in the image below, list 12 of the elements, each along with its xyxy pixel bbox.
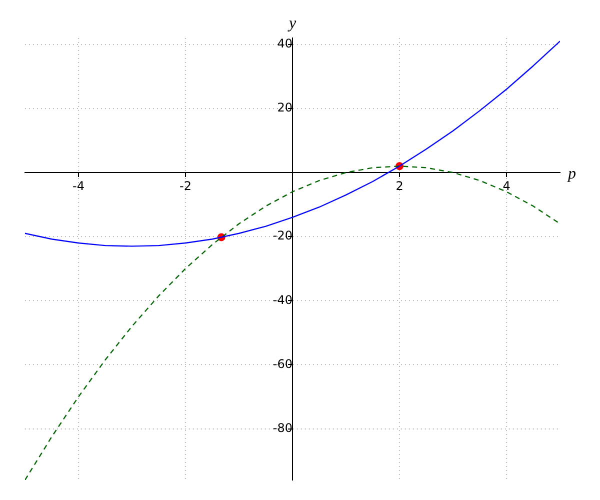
x-tick-label: -4 xyxy=(72,178,84,193)
y-tick-label: 40 xyxy=(277,36,292,51)
x-tick-label: -2 xyxy=(180,178,192,193)
y-tick-label: -20 xyxy=(272,228,292,243)
y-tick-label: -60 xyxy=(272,356,292,371)
y-axis-title: y xyxy=(286,15,297,32)
x-tick-label: 2 xyxy=(396,178,404,193)
x-axis-title: p xyxy=(567,166,576,183)
y-tick-label: 20 xyxy=(277,100,292,115)
y-tick-label: -40 xyxy=(272,292,292,307)
x-tick-label: 4 xyxy=(502,178,510,193)
y-tick-label: -80 xyxy=(272,420,292,435)
